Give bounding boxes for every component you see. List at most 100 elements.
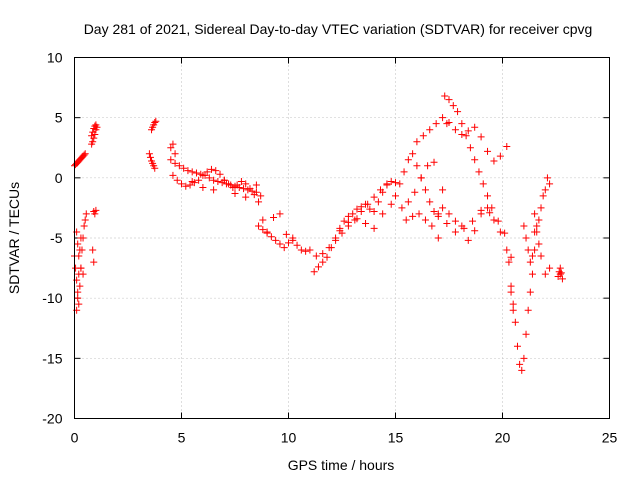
data-point-plus: [509, 300, 517, 308]
data-point-plus: [471, 227, 479, 235]
data-point-plus: [490, 216, 498, 224]
data-point-plus: [366, 205, 374, 213]
data-point-plus: [421, 186, 429, 194]
data-point-plus: [445, 96, 453, 104]
data-point-plus: [439, 114, 447, 122]
grid-layer: [74, 57, 610, 419]
data-point-plus: [558, 275, 566, 283]
y-tick-label: 10: [47, 50, 63, 66]
data-point-plus: [210, 176, 218, 184]
data-point-plus: [439, 204, 447, 212]
series-band-17-20h-lower: [434, 204, 515, 261]
data-point-plus: [419, 132, 427, 140]
data-point-plus: [79, 270, 87, 278]
data-point-plus: [511, 318, 519, 326]
data-point-plus: [541, 270, 549, 278]
data-point-plus: [421, 216, 429, 224]
data-point-plus: [524, 246, 532, 254]
data-point-plus: [537, 204, 545, 212]
data-point-plus: [417, 174, 425, 182]
data-point-plus: [484, 147, 492, 155]
data-point-plus: [462, 132, 470, 140]
data-point-plus: [443, 220, 451, 228]
data-point-plus: [370, 224, 378, 232]
data-point-plus: [398, 204, 406, 212]
data-point-plus: [522, 234, 530, 242]
x-tick-label: 5: [178, 430, 186, 446]
data-point-plus: [76, 246, 84, 254]
data-point-plus: [242, 193, 250, 201]
data-point-plus: [464, 236, 472, 244]
data-point-plus: [173, 176, 181, 184]
data-point-plus: [557, 269, 565, 277]
data-point-plus: [494, 217, 502, 225]
data-point-plus: [543, 174, 551, 182]
data-point-plus: [370, 208, 378, 216]
data-point-plus: [466, 144, 474, 152]
series-band-4.5-8.5h: [167, 140, 260, 201]
data-point-plus: [526, 288, 534, 296]
data-point-plus: [92, 121, 100, 129]
data-point-plus: [91, 210, 99, 218]
data-point-plus: [276, 210, 284, 218]
data-point-plus: [413, 162, 421, 170]
data-point-plus: [486, 209, 494, 217]
data-point-plus: [233, 181, 241, 189]
data-point-plus: [314, 263, 322, 271]
data-points: [71, 92, 566, 374]
data-point-plus: [171, 150, 179, 158]
data-point-plus: [513, 342, 521, 350]
data-point-plus: [496, 228, 504, 236]
y-tick-label: -5: [50, 230, 63, 246]
data-point-plus: [92, 206, 100, 214]
data-point-plus: [289, 236, 297, 244]
data-point-plus: [537, 252, 545, 260]
data-point-plus: [242, 180, 250, 188]
data-point-plus: [75, 252, 83, 260]
data-point-plus: [344, 218, 352, 226]
data-point-plus: [89, 128, 97, 136]
data-point-plus: [458, 120, 466, 128]
data-point-plus: [89, 138, 97, 146]
data-point-plus: [430, 158, 438, 166]
data-point-plus: [81, 150, 89, 158]
data-point-plus: [411, 188, 419, 196]
data-point-plus: [535, 240, 543, 248]
data-point-plus: [434, 234, 442, 242]
data-point-plus: [409, 150, 417, 158]
series-band-11-15h: [310, 177, 399, 276]
data-point-plus: [441, 92, 449, 100]
data-point-plus: [556, 270, 564, 278]
data-point-plus: [231, 189, 239, 197]
data-point-plus: [449, 102, 457, 110]
data-point-plus: [212, 167, 220, 175]
data-point-plus: [77, 264, 85, 272]
data-point-plus: [541, 186, 549, 194]
data-point-plus: [169, 171, 177, 179]
data-point-plus: [89, 246, 97, 254]
data-point-plus: [507, 288, 515, 296]
data-point-plus: [353, 215, 361, 223]
y-tick-label: -15: [42, 350, 62, 366]
data-point-plus: [151, 164, 159, 172]
data-point-plus: [464, 127, 472, 135]
data-point-plus: [479, 180, 487, 188]
data-point-plus: [252, 181, 260, 189]
x-tick-label: 10: [281, 430, 297, 446]
data-point-plus: [400, 168, 408, 176]
data-point-plus: [259, 216, 267, 224]
data-point-plus: [362, 220, 370, 228]
data-point-plus: [404, 198, 412, 206]
series-cluster-3.7h: [145, 117, 160, 172]
data-point-plus: [81, 216, 89, 224]
series-cluster-22.7h: [554, 264, 566, 283]
data-point-plus: [383, 180, 391, 188]
data-point-plus: [246, 185, 254, 193]
data-point-plus: [428, 222, 436, 230]
data-point-plus: [152, 117, 160, 125]
data-point-plus: [471, 123, 479, 131]
data-point-plus: [80, 222, 88, 230]
data-point-plus: [451, 228, 459, 236]
data-point-plus: [503, 246, 511, 254]
